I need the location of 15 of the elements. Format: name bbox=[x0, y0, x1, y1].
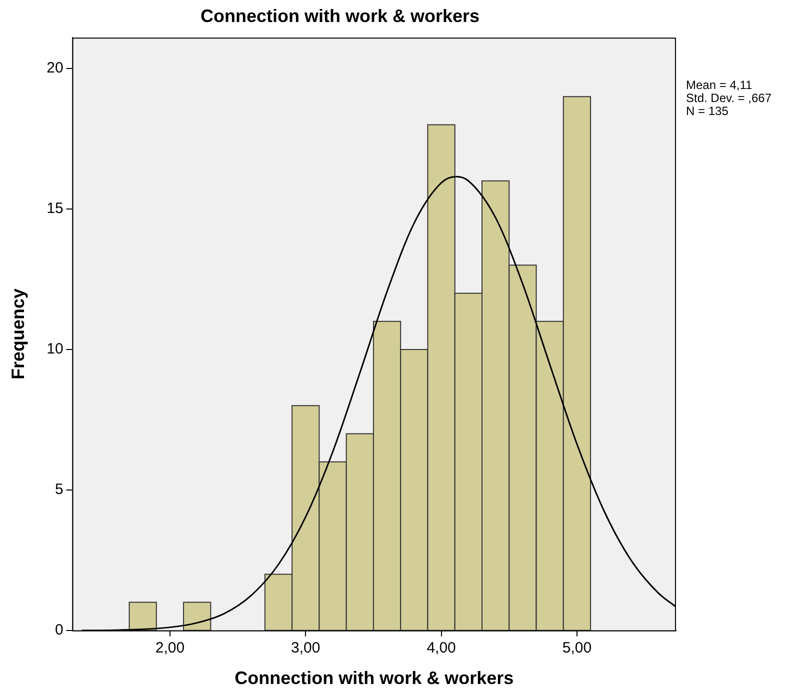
y-axis-title: Frequency bbox=[8, 288, 28, 380]
x-tick-label: 4,00 bbox=[426, 640, 456, 657]
text: Std. Dev. = ,667 bbox=[686, 90, 772, 105]
x-axis-title: Connection with work & workers bbox=[234, 668, 514, 688]
text: Mean = 4,11 bbox=[686, 78, 752, 92]
x-tick-label: 3,00 bbox=[291, 640, 320, 657]
y-tick-label: 15 bbox=[46, 200, 64, 218]
y-tick-label: 0 bbox=[54, 622, 64, 639]
y-tick-label: 20 bbox=[46, 60, 64, 77]
x-tick-label: 2,00 bbox=[155, 640, 185, 657]
x-tick-label: 5,00 bbox=[562, 640, 592, 657]
y-tick-label: 10 bbox=[46, 340, 64, 358]
text: N = 135 bbox=[686, 104, 729, 118]
chart-title: Connection with work & workers bbox=[200, 6, 480, 26]
y-tick-label: 5 bbox=[54, 481, 64, 498]
